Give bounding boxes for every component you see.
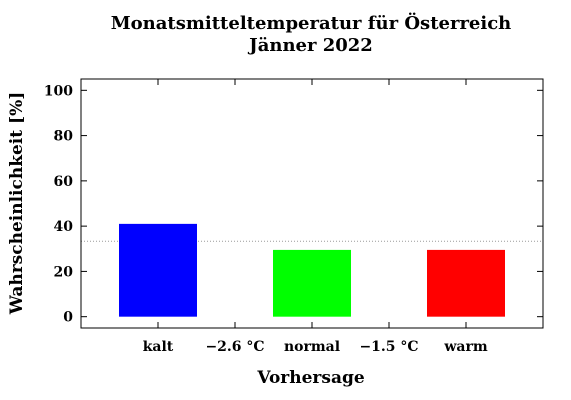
- y-tick-label: 0: [63, 310, 73, 326]
- y-tick-label: 40: [54, 219, 74, 235]
- x-threshold-label: −2.6 °C: [205, 339, 264, 355]
- y-tick-label: 60: [54, 174, 74, 190]
- y-tick-label: 80: [54, 129, 74, 145]
- y-tick-label: 100: [44, 83, 73, 99]
- bar-normal: [273, 249, 351, 317]
- x-tick-label-warm: warm: [443, 339, 487, 355]
- bar-kalt: [119, 223, 197, 317]
- chart-title: Monatsmitteltemperatur für Österreich: [111, 11, 512, 34]
- y-tick-label: 20: [54, 264, 74, 280]
- x-axis-label: Vorhersage: [256, 368, 365, 388]
- bar-warm: [427, 249, 505, 317]
- y-axis-label: Wahrscheinlichkeit [%]: [7, 92, 27, 316]
- chart-subtitle: Jänner 2022: [247, 35, 373, 56]
- plot-area: 0 20 40 60 80 100 kalt normal warm −2.6 °C −1.5 °C: [44, 78, 544, 355]
- x-tick-label-normal: normal: [284, 339, 340, 355]
- x-tick-label-kalt: kalt: [143, 339, 174, 355]
- x-threshold-label: −1.5 °C: [359, 339, 418, 355]
